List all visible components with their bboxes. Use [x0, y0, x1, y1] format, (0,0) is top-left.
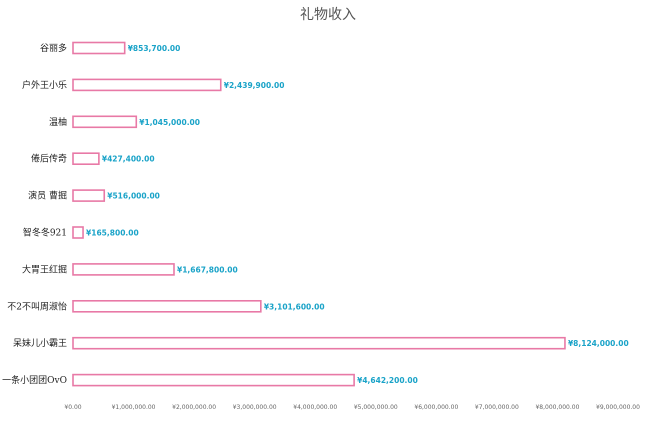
bar [72, 336, 566, 350]
bar [72, 373, 355, 387]
chart-title: 礼物收入 [300, 7, 356, 23]
x-axis-ticks-group: ¥0.00 ¥1,000,000.00 ¥2,000,000.00 ¥3,000,00… [64, 404, 640, 411]
x-tick-label: ¥5,000,000.00 [354, 404, 398, 411]
category-label: 倦后传奇 [31, 153, 67, 165]
x-tick-label: ¥1,000,000.00 [112, 404, 156, 411]
category-label: 不2不叫周淑怡 [7, 300, 67, 312]
category-label: 智冬冬921 [23, 227, 67, 239]
data-label: ¥1,667,800.00 [177, 265, 238, 274]
bar [72, 226, 84, 239]
x-tick-label: ¥8,000,000.00 [535, 404, 579, 411]
x-tick-label: ¥0.00 [64, 404, 81, 411]
bars-group [72, 41, 566, 387]
x-tick-label: ¥9,000,000.00 [596, 404, 640, 411]
bar [72, 41, 126, 55]
bar [72, 299, 262, 313]
bar [72, 78, 222, 92]
data-label: ¥165,800.00 [86, 229, 139, 238]
x-tick-label: ¥7,000,000.00 [475, 404, 519, 411]
category-label: 演员 曹掘 [28, 190, 67, 202]
category-label: 户外王小乐 [22, 79, 67, 91]
bar [72, 115, 138, 129]
data-label: ¥8,124,000.00 [568, 339, 629, 348]
data-label: ¥3,101,600.00 [264, 302, 325, 311]
data-label: ¥516,000.00 [107, 192, 160, 201]
value-labels-group: ¥853,700.00 ¥2,439,900.00 ¥1,045,000.00 ¥42… [86, 44, 629, 385]
bar [72, 152, 100, 165]
data-label: ¥2,439,900.00 [224, 81, 285, 90]
data-label: ¥853,700.00 [128, 44, 181, 53]
bar [72, 263, 175, 276]
bar [72, 189, 106, 202]
category-label: 温柚 [49, 116, 67, 128]
category-label: 一条小团团OvO [2, 374, 67, 386]
data-label: ¥427,400.00 [102, 155, 155, 164]
category-label: 大胃王红掘 [22, 263, 67, 275]
x-tick-label: ¥2,000,000.00 [172, 404, 216, 411]
data-label: ¥4,642,200.00 [357, 376, 418, 385]
category-label: 呆妹儿小霸王 [13, 337, 67, 349]
category-label: 谷丽多 [40, 42, 67, 54]
x-tick-label: ¥3,000,000.00 [233, 404, 277, 411]
data-label: ¥1,045,000.00 [139, 118, 200, 127]
x-tick-label: ¥4,000,000.00 [293, 404, 337, 411]
x-tick-label: ¥6,000,000.00 [414, 404, 458, 411]
